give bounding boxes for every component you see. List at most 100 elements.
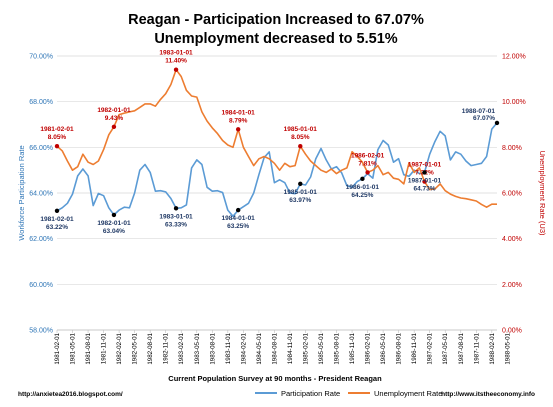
- x-tick-label: 1984-11-01: [287, 332, 294, 364]
- annotation-date-label: 1981-02-01: [40, 216, 74, 223]
- annotation-date-label: 1988-07-01: [462, 108, 496, 115]
- annotation-marker: [298, 181, 303, 187]
- annotation-value-label: 63.97%: [289, 197, 311, 204]
- x-tick-label: 1982-05-01: [132, 332, 139, 364]
- annotation-value-label: 63.22%: [46, 224, 68, 231]
- annotation-value-label: 9.43%: [105, 115, 124, 122]
- annotation-date-label: 1987-01-01: [408, 177, 442, 184]
- annotation-marker: [111, 124, 117, 129]
- series-line-unemployment: [56, 68, 497, 208]
- y-tick-left-label: 58.00%: [29, 328, 53, 335]
- annotation-date-label: 1984-01-01: [222, 109, 256, 116]
- y-tick-right-label: 0.00%: [502, 328, 522, 335]
- annotation-value-label: 63.33%: [165, 221, 187, 228]
- annotation-marker: [360, 176, 365, 182]
- x-tick-label: 1983-02-01: [178, 332, 185, 364]
- legend-label-unemployment: Unemployment Rate: [374, 389, 442, 398]
- y-tick-right-label: 12.00%: [502, 54, 526, 61]
- x-tick-label: 1986-05-01: [380, 332, 387, 364]
- legend: Participation Rate Unemployment Rate: [255, 389, 442, 398]
- annotation-marker: [173, 67, 179, 72]
- y-tick-right-label: 6.00%: [502, 191, 522, 198]
- annotation-marker: [422, 179, 427, 184]
- x-tick-label: 1981-05-01: [70, 332, 77, 364]
- x-tick-label: 1987-08-01: [458, 332, 465, 364]
- annotation-date-label: 1986-01-01: [346, 184, 380, 191]
- annotation-marker: [54, 143, 60, 149]
- x-tick-label: 1982-11-01: [163, 332, 170, 364]
- x-tick-label: 1984-02-01: [240, 332, 247, 364]
- annotation-value-label: 8.05%: [291, 134, 310, 141]
- footer-left-url: http://anxietea2016.blogspot.com/: [18, 391, 123, 398]
- x-tick-label: 1982-08-01: [147, 332, 154, 364]
- legend-label-participation: Participation Rate: [281, 389, 340, 398]
- annotation-marker: [494, 120, 500, 126]
- x-tick-label: 1987-05-01: [442, 332, 449, 364]
- annotation-value-label: 63.04%: [103, 228, 125, 235]
- x-tick-label: 1987-11-01: [473, 332, 480, 364]
- annotation-value-label: 7.81%: [358, 160, 377, 167]
- x-tick-label: 1986-02-01: [365, 332, 372, 364]
- y-axis-left: 58.00% 60.00% 62.00% 64.00% 66.00% 68.00% 70.0…: [29, 54, 53, 335]
- y-tick-left-label: 64.00%: [29, 191, 53, 198]
- y-tick-left-label: 60.00%: [29, 282, 53, 289]
- x-tick-label: 1981-02-01: [54, 332, 61, 364]
- x-axis: 1981-02-01 1981-05-01 1981-08-01 1981-11-01…: [54, 329, 511, 365]
- x-tick-label: 1985-08-01: [334, 332, 341, 364]
- annotation-value-label: 67.07%: [473, 115, 495, 122]
- x-tick-label: 1982-02-01: [116, 332, 123, 364]
- y-tick-left-label: 66.00%: [29, 145, 53, 152]
- annotation-date-label: 1983-01-01: [159, 50, 193, 57]
- annotation-value-label: 64.73%: [414, 185, 436, 192]
- annotation-marker: [54, 208, 60, 214]
- x-tick-label: 1983-11-01: [225, 332, 232, 364]
- annotation-date-label: 1983-01-01: [159, 213, 193, 220]
- annotation-date-label: 1986-02-01: [351, 152, 385, 159]
- x-tick-label: 1988-02-01: [489, 332, 496, 364]
- annotation-marker: [173, 206, 179, 211]
- x-tick-label: 1981-11-01: [101, 332, 108, 364]
- x-tick-label: 1988-05-01: [504, 332, 511, 364]
- chart-title-line1: Reagan - Participation Increased to 67.0…: [128, 12, 424, 28]
- annotation-date-label: 1984-01-01: [222, 215, 256, 222]
- x-axis-title: Current Population Survey at 90 months -…: [168, 374, 382, 383]
- y-tick-right-label: 10.00%: [502, 99, 526, 106]
- y-axis-left-title: Workforce Participation Rate: [17, 145, 26, 240]
- y-axis-right-title: Unemployment Rate (U3): [538, 150, 547, 236]
- annotation-date-label: 1982-01-01: [97, 220, 131, 227]
- y-tick-left-label: 62.00%: [29, 236, 53, 243]
- annotation-date-label: 1987-01-01: [408, 162, 442, 169]
- y-tick-right-label: 8.00%: [502, 145, 522, 152]
- y-tick-right-label: 2.00%: [502, 282, 522, 289]
- annotation-value-label: 11.40%: [165, 58, 187, 65]
- annotation-marker: [235, 127, 241, 132]
- annotation-value-label: 8.79%: [229, 117, 248, 124]
- y-tick-right-label: 4.00%: [502, 236, 522, 243]
- x-tick-label: 1987-02-01: [427, 332, 434, 364]
- annotation-marker: [365, 170, 370, 175]
- annotation-marker: [422, 170, 427, 175]
- y-axis-right: 0.00% 2.00% 4.00% 6.00% 8.00% 10.00% 12.00%: [502, 54, 526, 335]
- gridlines: [57, 55, 497, 331]
- x-tick-label: 1984-08-01: [271, 332, 278, 364]
- x-tick-label: 1985-11-01: [349, 332, 356, 364]
- annotation-date-label: 1985-01-01: [284, 126, 318, 133]
- annotation-value-label: 64.25%: [351, 192, 373, 199]
- annotation-marker: [235, 207, 241, 213]
- x-tick-label: 1986-08-01: [396, 332, 403, 364]
- x-tick-label: 1983-08-01: [209, 332, 216, 364]
- annotation-date-label: 1981-02-01: [40, 126, 74, 133]
- annotation-value-label: 8.05%: [48, 134, 67, 141]
- chart-title-line2: Unemployment decreased to 5.51%: [154, 31, 397, 47]
- annotations: 1981-02-018.05%1981-02-0163.22%1982-01-0…: [40, 50, 500, 235]
- y-tick-left-label: 68.00%: [29, 99, 53, 106]
- x-tick-label: 1985-02-01: [302, 332, 309, 364]
- annotation-marker: [111, 212, 117, 218]
- annotation-date-label: 1985-01-01: [284, 189, 318, 196]
- annotation-value-label: 63.25%: [227, 223, 249, 230]
- x-tick-label: 1986-11-01: [411, 332, 418, 364]
- y-tick-left-label: 70.00%: [29, 54, 53, 61]
- x-tick-label: 1984-05-01: [256, 332, 263, 364]
- annotation-marker: [298, 143, 303, 149]
